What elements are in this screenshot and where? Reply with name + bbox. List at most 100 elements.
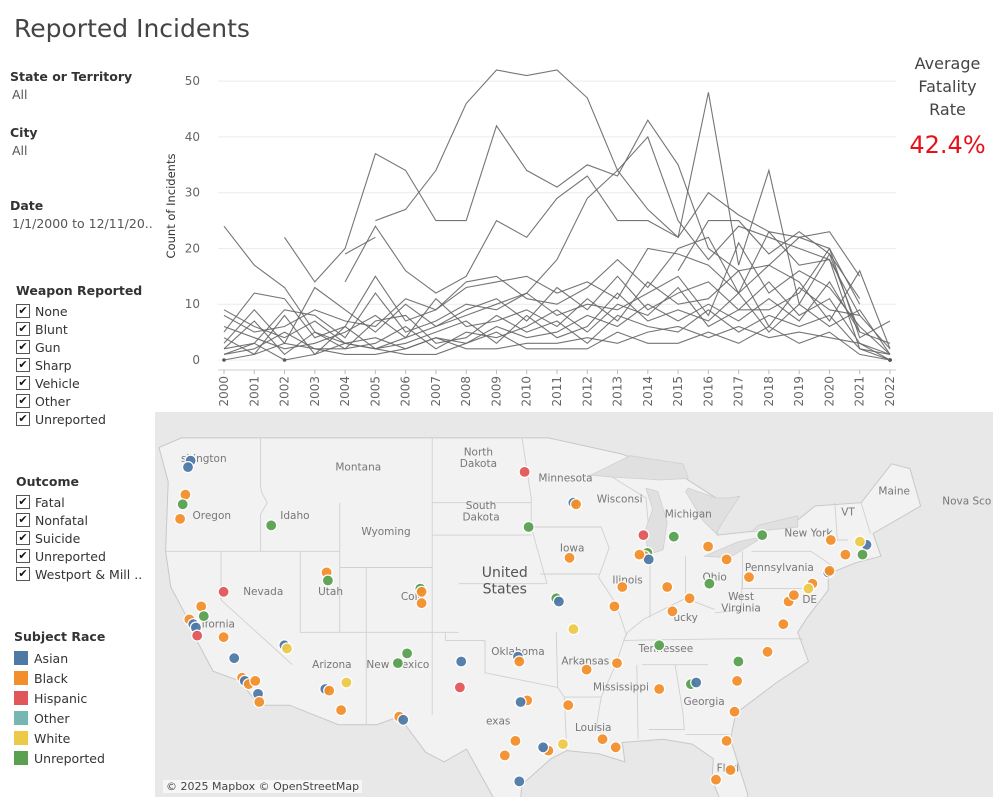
incident-point <box>777 618 790 631</box>
state-border <box>714 573 743 614</box>
map-label: Minnesota <box>538 473 592 485</box>
race-item-asian[interactable]: Asian <box>14 648 105 668</box>
outcome-option-westport[interactable]: ✔ Westport & Mill .. <box>16 565 142 583</box>
incident-point <box>608 600 621 613</box>
x-axis: 2000 2001 2002 2003 2004 2005 2006 2007 2008 2009… <box>217 369 897 407</box>
y-tick-label: 10 <box>185 297 200 311</box>
checkbox-checked-icon[interactable]: ✔ <box>16 567 30 581</box>
map-label: Utah <box>318 586 343 598</box>
incident-point <box>616 580 629 594</box>
checkbox-checked-icon[interactable]: ✔ <box>16 412 30 426</box>
weapon-option-none[interactable]: ✔ None <box>16 302 142 320</box>
checkbox-checked-icon[interactable]: ✔ <box>16 376 30 390</box>
incident-point <box>514 695 527 709</box>
checkbox-checked-icon[interactable]: ✔ <box>16 340 30 354</box>
map-label: Dakota <box>462 512 499 524</box>
weapon-option-sharp[interactable]: ✔ Sharp <box>16 356 142 374</box>
weapon-option-label: None <box>35 303 68 319</box>
incident-point <box>323 684 336 697</box>
y-tick-label: 40 <box>185 130 200 144</box>
incident-point <box>415 597 428 610</box>
lake <box>685 487 741 535</box>
incident-point <box>839 548 852 561</box>
incident-point <box>498 749 511 762</box>
map-label: New York <box>784 528 833 540</box>
incident-point <box>642 553 655 566</box>
outcome-option-unreported[interactable]: ✔ Unreported <box>16 547 142 565</box>
incident-point <box>824 533 837 547</box>
incident-point <box>537 741 550 754</box>
x-tick-label: 2010 <box>520 376 534 407</box>
outcome-option-fatal[interactable]: ✔ Fatal <box>16 493 142 511</box>
chart-grid <box>218 80 896 361</box>
series-line <box>223 247 891 349</box>
state-filter-label: State or Territory <box>10 69 133 84</box>
state-filter[interactable]: State or Territory All <box>10 69 132 102</box>
incident-point <box>720 553 733 566</box>
map-label: Mississippi <box>593 682 649 694</box>
weapon-option-other[interactable]: ✔ Other <box>16 392 142 410</box>
checkbox-checked-icon[interactable]: ✔ <box>16 394 30 408</box>
checkbox-checked-icon[interactable]: ✔ <box>16 495 30 509</box>
checkbox-checked-icon[interactable]: ✔ <box>16 531 30 545</box>
weapon-option-blunt[interactable]: ✔ Blunt <box>16 320 142 338</box>
x-tick-label: 2011 <box>550 376 564 407</box>
checkbox-checked-icon[interactable]: ✔ <box>16 358 30 372</box>
incident-point <box>415 585 428 598</box>
race-item-label: Black <box>34 670 68 686</box>
incident-point <box>667 530 680 543</box>
series-line <box>344 236 376 255</box>
x-tick-label: 2005 <box>368 376 382 407</box>
race-swatch <box>14 691 28 705</box>
race-item-label: Other <box>34 710 70 726</box>
incident-point <box>391 657 404 670</box>
map-label: Iowa <box>560 542 585 554</box>
map-attribution[interactable]: © 2025 Mapbox © OpenStreetMap <box>163 780 363 793</box>
date-filter-value[interactable]: 1/1/2000 to 12/11/20.. <box>12 216 153 231</box>
race-item-white[interactable]: White <box>14 728 105 748</box>
state-filter-value[interactable]: All <box>12 87 28 102</box>
incident-map[interactable]: shington Montana North Dakota Minnesota Wisco… <box>155 412 993 797</box>
incident-point <box>217 631 230 644</box>
incident-point <box>397 713 410 726</box>
checkbox-checked-icon[interactable]: ✔ <box>16 549 30 563</box>
incident-point <box>217 585 230 598</box>
incident-point <box>335 704 348 717</box>
incident-point <box>701 540 715 553</box>
race-item-hispanic[interactable]: Hispanic <box>14 688 105 708</box>
kpi-label-line: Fatality <box>918 77 977 96</box>
weapon-option-label: Unreported <box>35 411 106 427</box>
kpi-label-line: Average <box>914 54 981 73</box>
checkbox-checked-icon[interactable]: ✔ <box>16 322 30 336</box>
incident-point <box>176 498 189 511</box>
weapon-option-unreported[interactable]: ✔ Unreported <box>16 410 142 428</box>
race-item-other[interactable]: Other <box>14 708 105 728</box>
race-item-black[interactable]: Black <box>14 668 105 688</box>
incidents-line-chart[interactable]: 0 10 20 30 40 50 2000 2001 2002 2003 2004 2005 2006… <box>160 60 900 410</box>
incident-point <box>509 734 522 747</box>
incident-point <box>340 676 353 689</box>
weapon-option-gun[interactable]: ✔ Gun <box>16 338 142 356</box>
checkbox-checked-icon[interactable]: ✔ <box>16 513 30 527</box>
city-filter[interactable]: City All <box>10 125 38 158</box>
x-tick-label: 2001 <box>247 376 261 407</box>
outcome-option-suicide[interactable]: ✔ Suicide <box>16 529 142 547</box>
series-line <box>223 325 891 361</box>
race-item-label: Hispanic <box>34 690 88 706</box>
city-filter-value[interactable]: All <box>12 143 28 158</box>
incident-point <box>856 548 869 561</box>
incident-point <box>191 629 204 642</box>
incident-point <box>280 642 294 655</box>
map-label: Arizona <box>312 659 351 671</box>
incident-point <box>580 663 593 676</box>
outcome-option-nonfatal[interactable]: ✔ Nonfatal <box>16 511 142 529</box>
incident-point <box>633 548 646 561</box>
incident-point <box>730 674 744 687</box>
x-tick-label: 2007 <box>429 376 443 407</box>
race-item-unreported[interactable]: Unreported <box>14 748 105 768</box>
outcome-filter: Outcome ✔ Fatal ✔ Nonfatal ✔ Suicide ✔ Unrep… <box>16 474 142 583</box>
x-tick-label: 2017 <box>732 376 746 407</box>
weapon-option-vehicle[interactable]: ✔ Vehicle <box>16 374 142 392</box>
date-filter[interactable]: Date 1/1/2000 to 12/11/20.. <box>10 198 153 231</box>
checkbox-checked-icon[interactable]: ✔ <box>16 304 30 318</box>
